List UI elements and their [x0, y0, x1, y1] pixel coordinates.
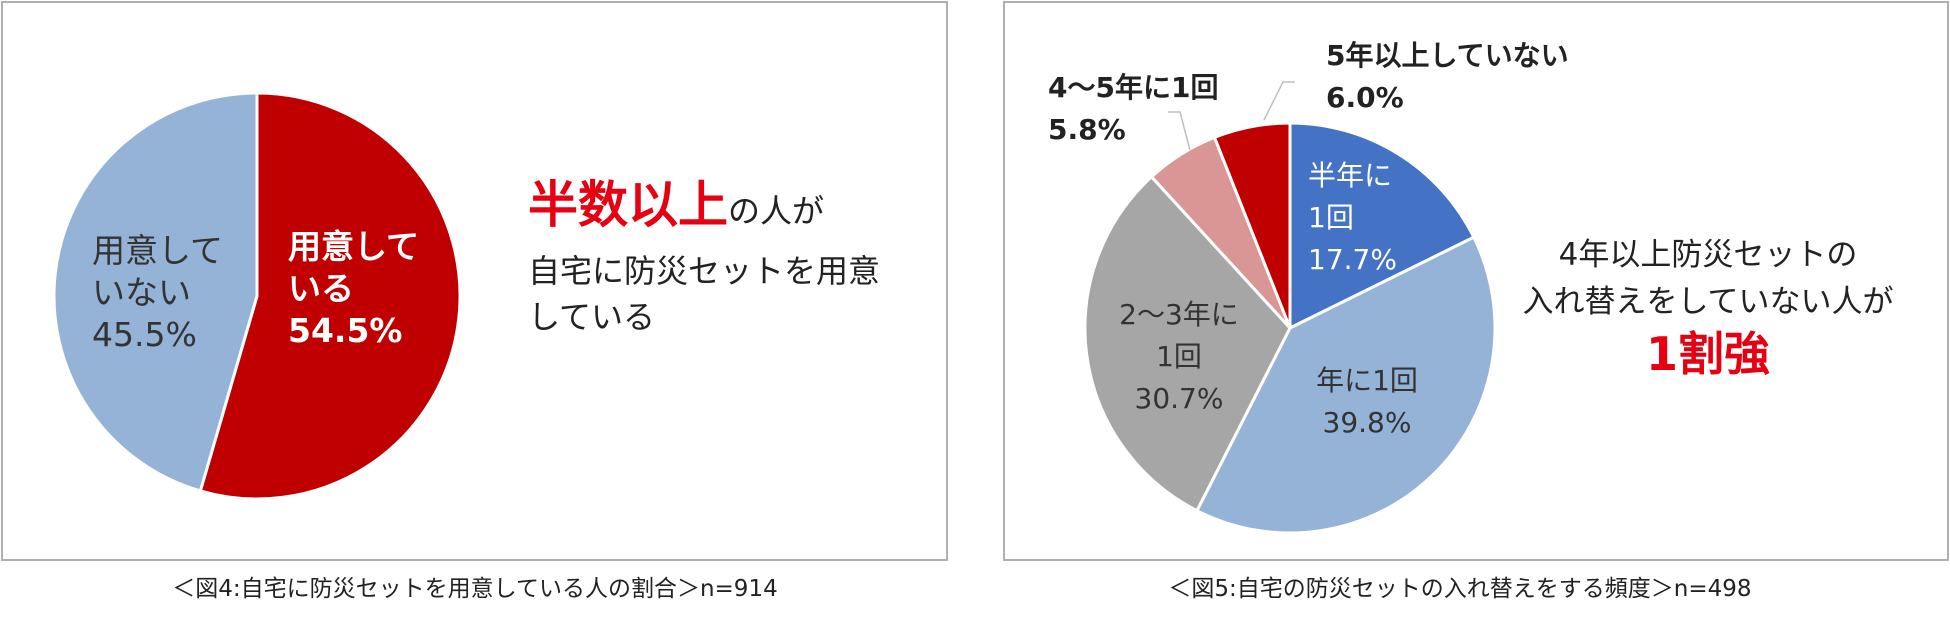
- fig5-slice-4: [1212, 121, 1292, 329]
- fig4-slice-0-value: 54.5%: [288, 311, 403, 350]
- fig4-slice-0-label: 用意して: [288, 227, 419, 266]
- fig4-slice-1: [52, 91, 259, 493]
- fig4-slice-1-label: 用意して: [92, 231, 223, 270]
- fig5-slice-1-value: 39.8%: [1323, 406, 1412, 439]
- fig5-slice-4-value: 6.0%: [1326, 81, 1404, 114]
- fig5-annotation-line2: 入れ替えをしていない人が: [1522, 284, 1893, 320]
- fig5-slice-3-label: 4～5年に1回: [1048, 71, 1218, 104]
- fig5-leader-line-0: [1168, 111, 1191, 151]
- fig4-annotation-line1: 半数以上の人が: [528, 176, 824, 234]
- fig4-slice-1-label: いない: [92, 273, 191, 312]
- fig5-pie-chart: 半年に 1回 17.7% 年に1回 39.8% 2～3年に 1回 30.7% 4～5年に1回 5.…: [1048, 39, 1569, 535]
- fig5-slice-2-value: 30.7%: [1135, 382, 1224, 415]
- fig5-slice-1-label: 年に1回: [1316, 364, 1418, 397]
- fig4-slice-0: [198, 91, 462, 501]
- fig4-slice-1-value: 45.5%: [92, 315, 197, 354]
- fig5-slice-0: [1288, 121, 1476, 331]
- fig5-annotation-highlight: 1割強: [1646, 327, 1770, 381]
- fig4-annotation-highlight: 半数以上: [528, 176, 728, 234]
- fig5-caption: ＜図5:自宅の防災セットの入れ替えをする頻度＞n=498: [1168, 576, 1751, 602]
- fig4-annotation-line2: 自宅に防災セットを用意: [528, 252, 880, 290]
- fig5-slice-2-label: 1回: [1156, 340, 1202, 373]
- fig4-slice-0-label: いる: [288, 269, 354, 308]
- fig5-slice-2: [1083, 174, 1292, 513]
- fig5-slice-3-value: 5.8%: [1048, 113, 1126, 146]
- fig4-annotation-line3: している: [528, 298, 655, 336]
- fig5-annotation-line1: 4年以上防災セットの: [1559, 237, 1858, 273]
- fig5-slice-0-value: 17.7%: [1308, 243, 1397, 276]
- fig4-annotation-highlight-suffix: の人が: [728, 192, 824, 230]
- fig5-annotation: 4年以上防災セットの 入れ替えをしていない人が 1割強: [1522, 237, 1893, 381]
- panel-fig5: 半年に 1回 17.7% 年に1回 39.8% 2～3年に 1回 30.7% 4～5年に1回 5.…: [1003, 1, 1949, 602]
- fig5-slice-0-label: 1回: [1308, 201, 1354, 234]
- fig5-slice-2-label: 2～3年に: [1119, 298, 1239, 331]
- fig5-slice-1: [1194, 235, 1497, 535]
- fig5-slice-0-label: 半年に: [1308, 159, 1392, 192]
- fig5-leader-line-1: [1263, 81, 1295, 121]
- fig5-slice-4-label: 5年以上していない: [1326, 39, 1569, 72]
- fig4-caption: ＜図4:自宅に防災セットを用意している人の割合＞n=914: [172, 576, 777, 602]
- fig4-annotation: 半数以上の人が 自宅に防災セットを用意 している: [528, 176, 880, 336]
